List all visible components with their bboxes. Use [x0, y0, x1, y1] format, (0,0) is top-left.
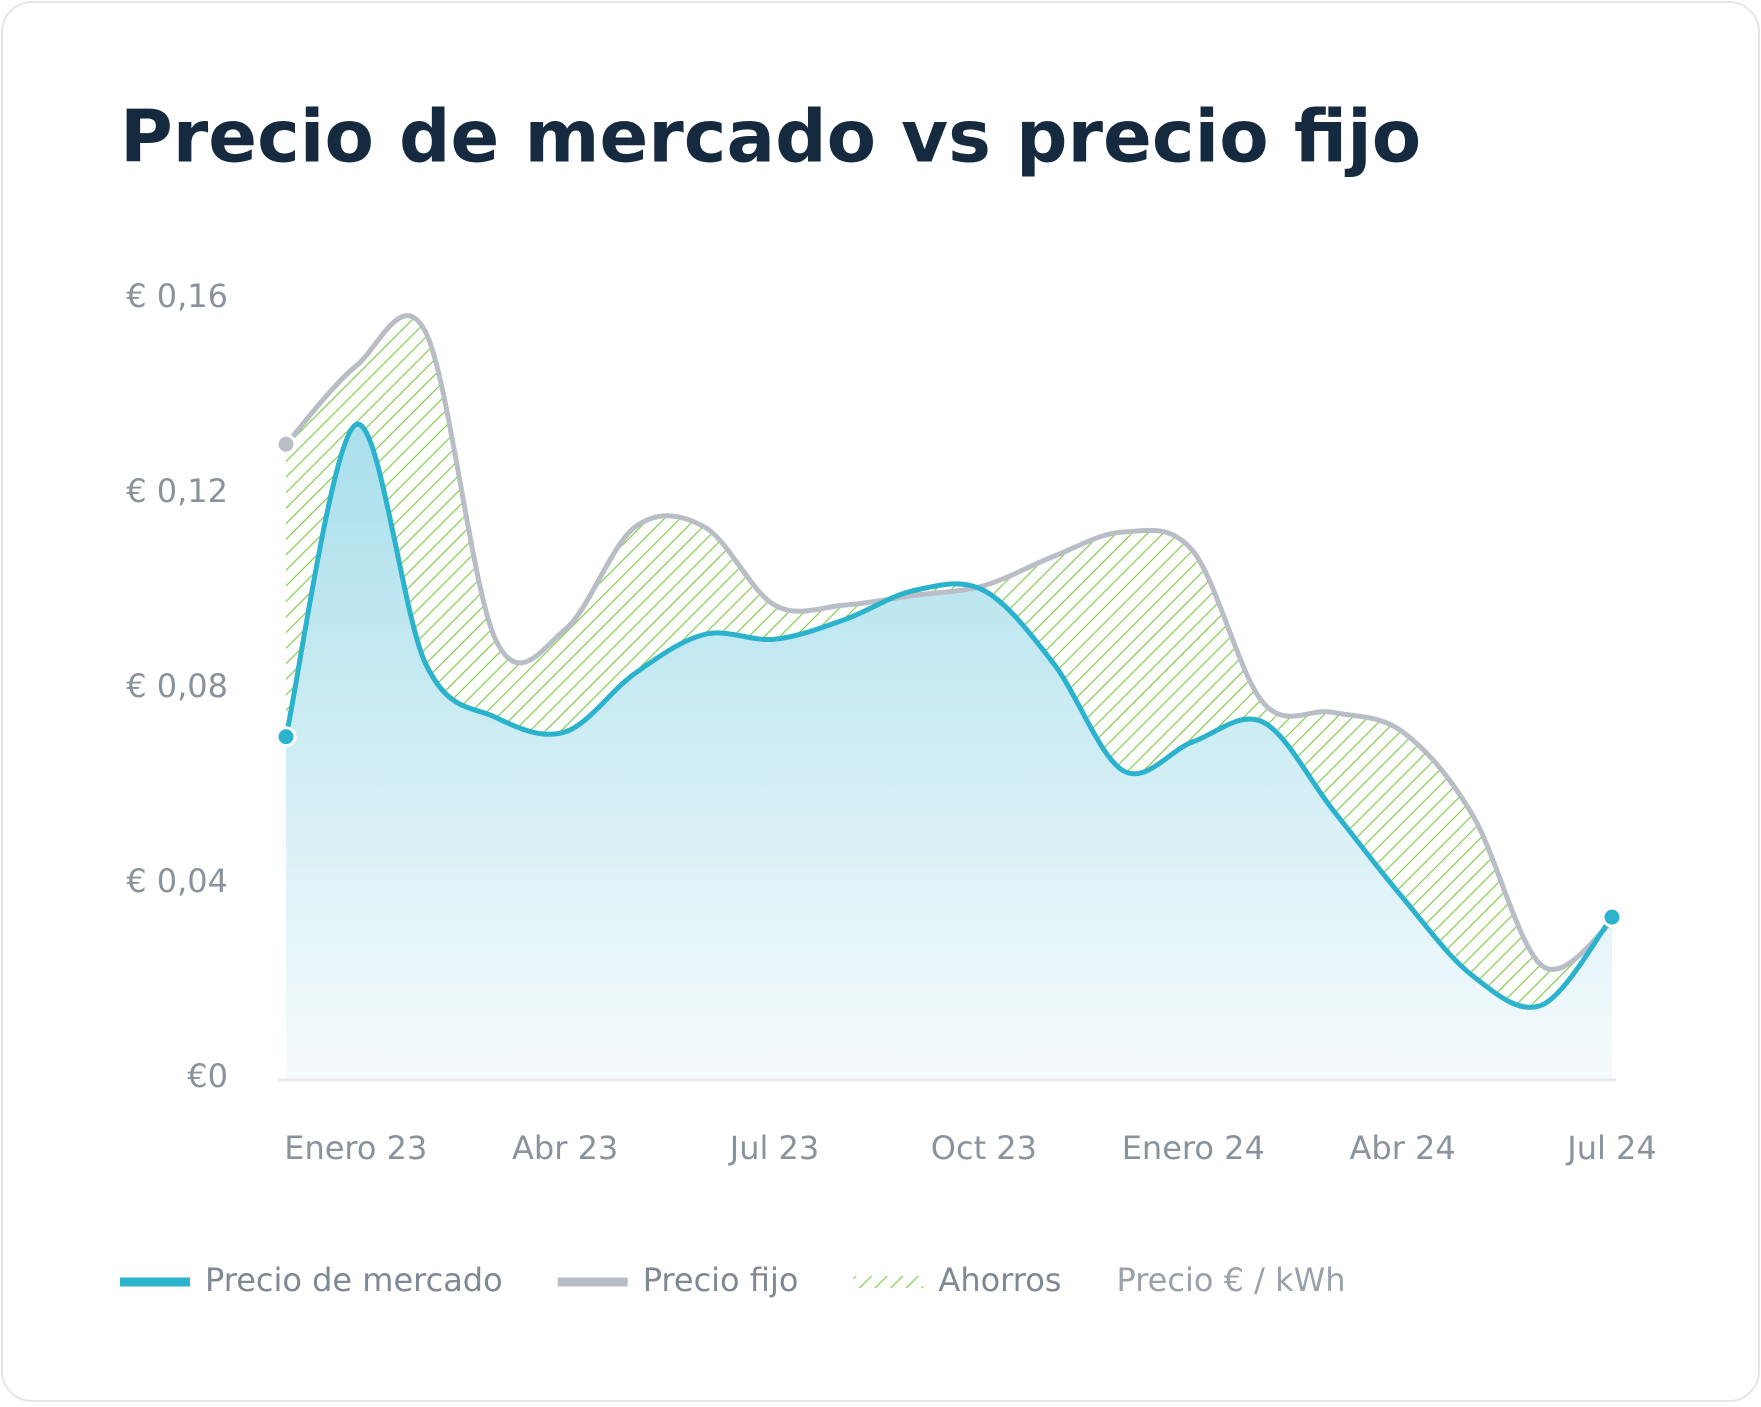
y-tick-label: € 0,04 [126, 862, 228, 900]
savings-area [286, 315, 1612, 1008]
x-tick-label: Enero 24 [1122, 1129, 1265, 1167]
series-line [283, 422, 1614, 1010]
y-tick-label: € 0,16 [126, 277, 228, 315]
legend-label: Precio de mercado [205, 1261, 503, 1299]
y-tick-label: € 0,12 [126, 472, 228, 510]
point-marker [1601, 906, 1623, 928]
market-area [286, 424, 1612, 1078]
y-tick-label: € 0,08 [126, 667, 228, 705]
series-line [284, 313, 1614, 972]
x-tick-label: Enero 23 [284, 1129, 427, 1167]
x-tick-label: Oct 23 [931, 1129, 1037, 1167]
chart-title: Precio de mercado vs precio fijo [120, 95, 1421, 179]
point-marker [275, 726, 297, 748]
legend-swatch [853, 1276, 924, 1288]
legend-label: Precio fijo [643, 1261, 799, 1299]
x-tick-label: Abr 24 [1350, 1129, 1456, 1167]
legend-label: Ahorros [938, 1261, 1061, 1299]
point-marker [275, 433, 297, 455]
unit-label: Precio € / kWh [1116, 1261, 1345, 1299]
x-tick-label: Abr 23 [512, 1129, 618, 1167]
x-tick-label: Jul 23 [728, 1129, 820, 1167]
y-tick-label: €0 [187, 1057, 228, 1095]
x-tick-label: Jul 24 [1565, 1129, 1657, 1167]
